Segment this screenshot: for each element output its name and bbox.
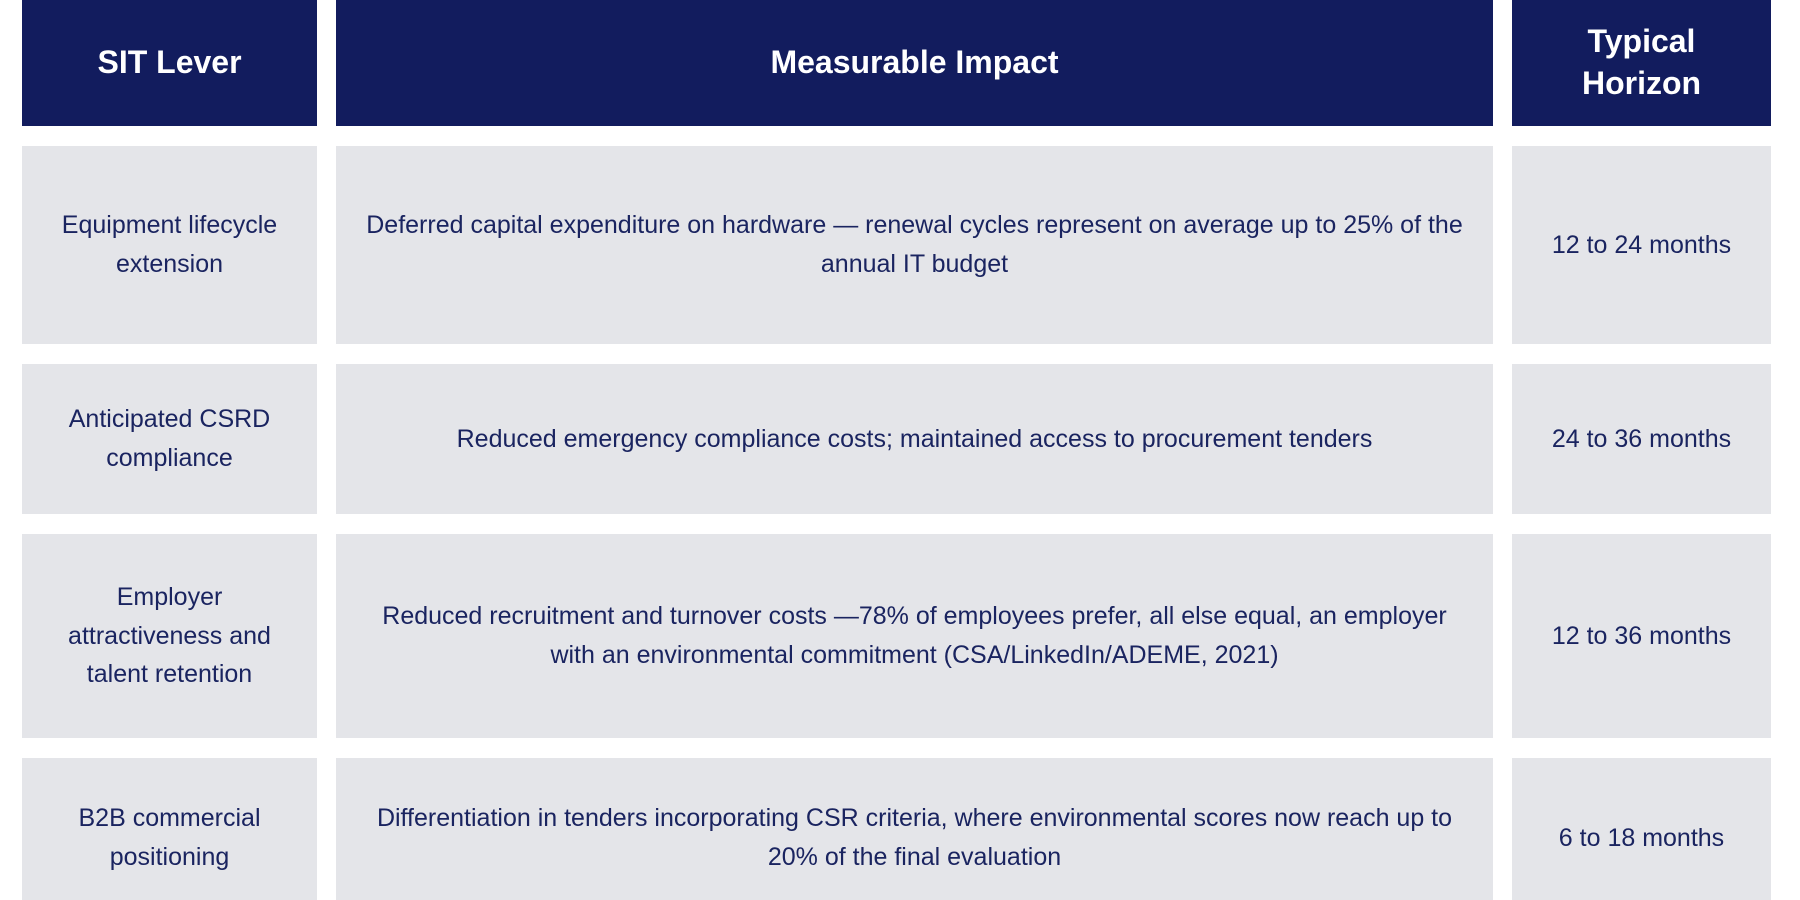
table-cell: Reduced recruitment and turnover costs —… [336,534,1493,738]
table-cell: Anticipated CSRD compliance [22,364,317,514]
table-cell: 12 to 24 months [1512,146,1771,344]
table-cell: Differentiation in tenders incorporating… [336,758,1493,900]
table-cell: 6 to 18 months [1512,758,1771,900]
header-cell: Measurable Impact [336,0,1493,126]
table-cell: 24 to 36 months [1512,364,1771,514]
table-cell: Deferred capital expenditure on hardware… [336,146,1493,344]
header-cell: Typical Horizon [1512,0,1771,126]
table-cell: Employer attractiveness and talent reten… [22,534,317,738]
table-cell: Reduced emergency compliance costs; main… [336,364,1493,514]
header-cell: SIT Lever [22,0,317,126]
table-cell: B2B commercial positioning [22,758,317,900]
table-cell: 12 to 36 months [1512,534,1771,738]
table-cell: Equipment lifecycle extension [22,146,317,344]
